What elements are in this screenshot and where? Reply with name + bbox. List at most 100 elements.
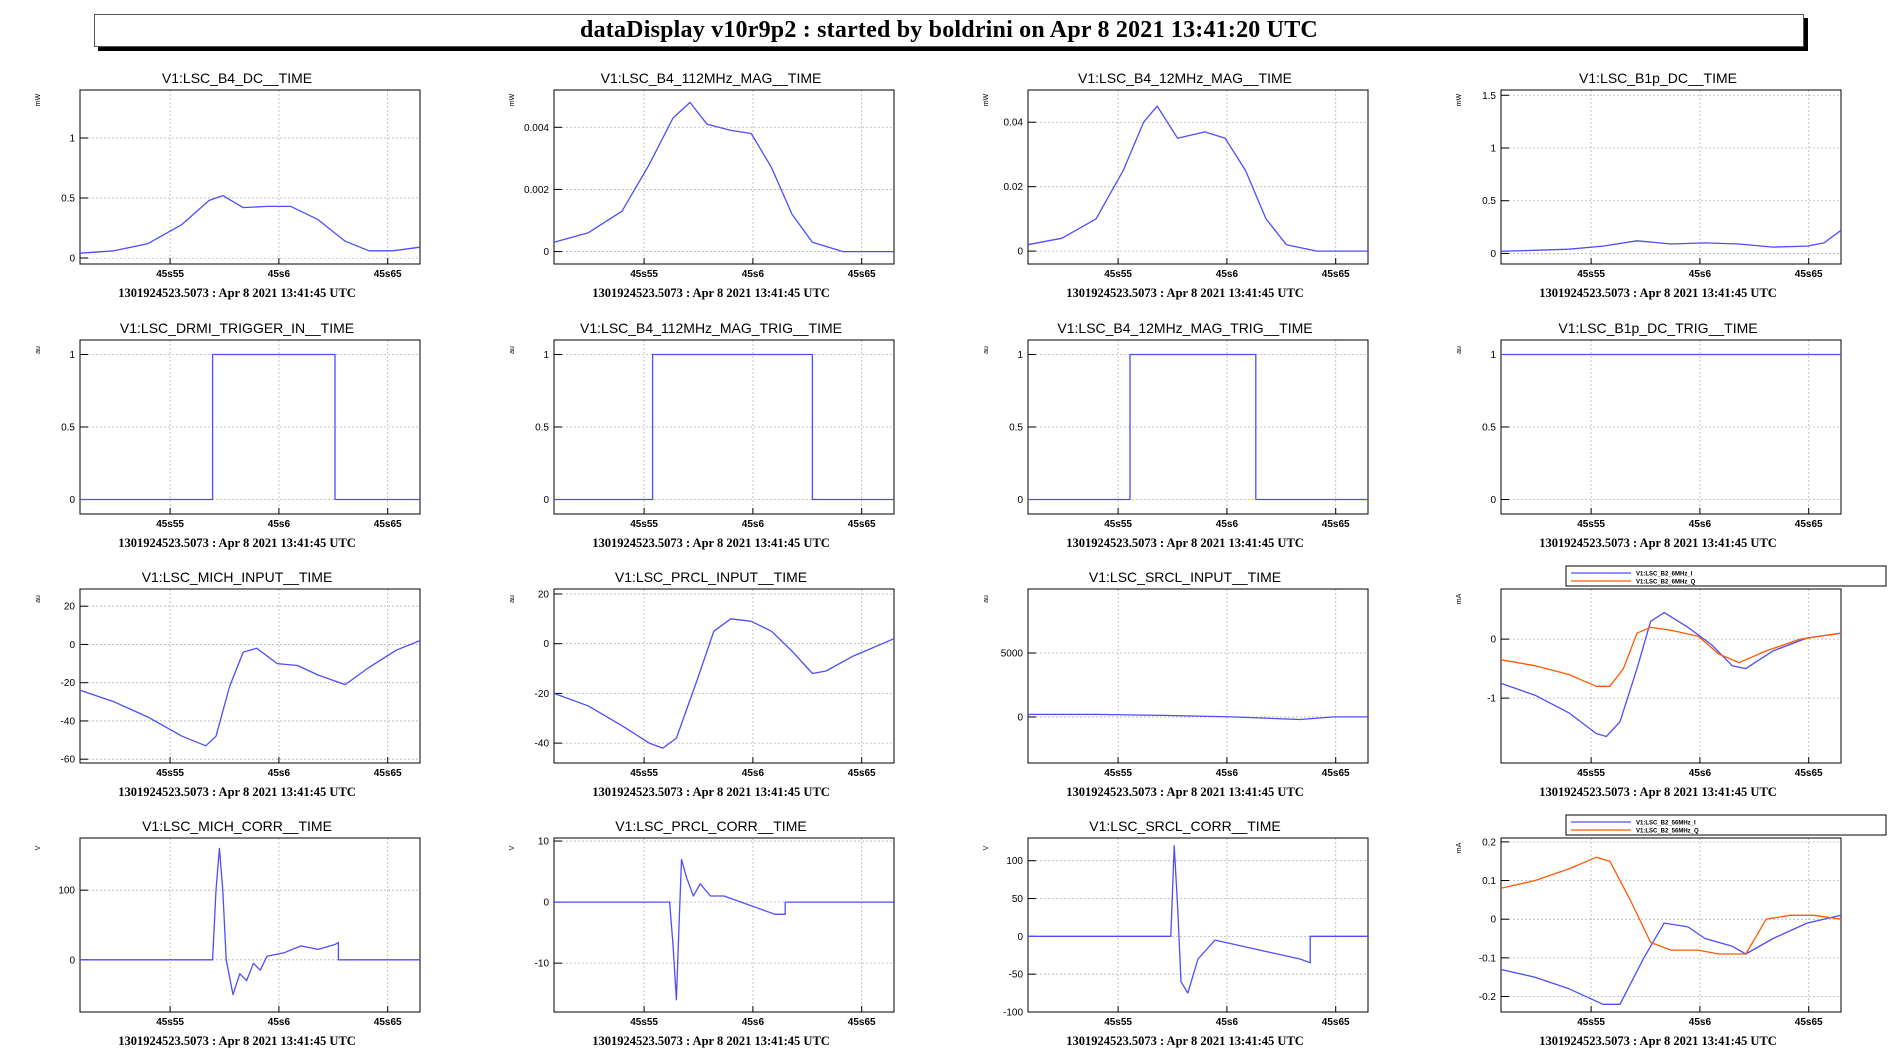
plot-frame (553, 339, 895, 515)
x-tick-label: 45s55 (156, 269, 184, 280)
y-tick-label: -0.1 (1479, 953, 1497, 964)
x-tick-label: 45s55 (630, 1017, 658, 1028)
plot-title: V1:LSC_B1p_DC__TIME (1579, 70, 1737, 86)
y-tick-label: -0.2 (1479, 992, 1497, 1003)
plot-svg: 45s55 45s6 45s65-10mAV1:LSC_B2_6MHz_IV1:LS… (1456, 565, 1887, 779)
plot-svg: 45s55 45s6 45s65 -10 0 10 V (509, 837, 895, 1028)
plot-frame (79, 837, 421, 1013)
x-tick-label: 45s6 (268, 269, 291, 280)
y-tick-label: 0 (1490, 915, 1496, 926)
series-line (1028, 353, 1368, 501)
legend-label: V1:LSC_B2_56MHz_Q (1636, 829, 1699, 835)
y-tick-label: 0.5 (61, 423, 75, 434)
plot-panel: 45s55 45s6 45s65 -100 -50 0 50 100 V V1:LSC_SRCL_… (948, 812, 1422, 1062)
series-line (1500, 626, 1842, 687)
y-tick-label: 0.5 (535, 423, 549, 434)
x-tick-label: 45s6 (268, 1017, 291, 1028)
y-axis-label: au (509, 595, 516, 603)
x-tick-label: 45s65 (374, 269, 402, 280)
plot-title: V1:LSC_B4_112MHz_MAG__TIME (600, 70, 822, 86)
plot-panel: 45s55 45s6 45s65 0 5000 au V1:LSC_SRCL_INPUT__… (948, 563, 1422, 813)
plot-title: V1:LSC_MICH_CORR__TIME (142, 818, 332, 834)
plot-svg: 45s55 45s6 45s65 -40 -20 0 20 au (509, 588, 895, 779)
plot-panel: 45s55 45s6 45s65 0 100 V V1:LSC_MICH_CORR__TIM… (0, 812, 474, 1062)
y-tick-label: 0 (1490, 249, 1496, 260)
y-tick-label: 0 (543, 495, 549, 506)
y-tick-label: 1 (543, 350, 549, 361)
x-tick-label: 45s55 (1104, 269, 1132, 280)
x-tick-label: 45s6 (1689, 1017, 1712, 1028)
plot-timestamp: 1301924523.5073 : Apr 8 2021 13:41:45 UT… (118, 1034, 356, 1048)
x-tick-label: 45s65 (374, 1017, 402, 1028)
y-tick-label: 0.02 (1004, 182, 1024, 193)
y-tick-label: 0.04 (1004, 118, 1024, 129)
y-axis-label: au (983, 595, 990, 603)
plot-frame (1500, 89, 1842, 265)
plot-svg: 45s55 45s6 45s65 0 0.5 1 au (1456, 339, 1842, 530)
plot-timestamp: 1301924523.5073 : Apr 8 2021 13:41:45 UT… (1539, 785, 1777, 799)
y-tick-label: 0 (543, 247, 549, 258)
x-tick-label: 45s55 (156, 519, 184, 530)
y-tick-label: -50 (1009, 970, 1024, 981)
series-line (1027, 105, 1368, 252)
app-title-banner: dataDisplay v10r9p2 : started by boldrin… (94, 14, 1804, 47)
plot-frame (1500, 837, 1842, 1013)
legend-label: V1:LSC_B2_56MHz_I (1636, 821, 1696, 827)
y-tick-label: 1 (1490, 144, 1496, 155)
x-tick-label: 45s55 (1104, 1017, 1132, 1028)
x-tick-label: 45s65 (1322, 1017, 1350, 1028)
y-tick-label: -40 (61, 716, 76, 727)
plot-frame (1027, 588, 1369, 764)
y-tick-label: -40 (535, 739, 550, 750)
y-tick-label: 0.002 (524, 185, 549, 196)
x-tick-label: 45s55 (156, 1017, 184, 1028)
y-tick-label: 0.5 (1482, 196, 1496, 207)
y-axis-label: V (35, 845, 42, 850)
y-tick-label: -10 (535, 959, 550, 970)
x-tick-label: 45s65 (1795, 1017, 1823, 1028)
plot-timestamp: 1301924523.5073 : Apr 8 2021 13:41:45 UT… (592, 785, 830, 799)
plot-frame (1027, 89, 1369, 265)
legend-box: V1:LSC_B2_56MHz_I V1:LSC_B2_56MHz_Q (1565, 814, 1887, 836)
x-tick-label: 45s55 (1104, 519, 1132, 530)
plot-panel: 45s55 45s6 45s65 -0.2 -0.1 0 0.1 0.2 mA V1:LSC_B2… (1421, 812, 1895, 1062)
plot-panel: 45s55 45s6 45s65 -10 0 10 V V1:LSC_PRCL_CORR__T… (474, 812, 948, 1062)
plot-svg: 45s55 45s6 45s65 -0.2 -0.1 0 0.1 0.2 mA V1:LSC_B2… (1456, 814, 1887, 1028)
x-tick-label: 45s65 (848, 269, 876, 280)
x-tick-label: 45s65 (1322, 519, 1350, 530)
plot-panel: 45s55 45s6 45s65 0 0.5 1 au V1:LSC_DRMI_TRIGGER… (0, 314, 474, 564)
x-tick-label: 45s6 (742, 519, 765, 530)
y-axis-label: V (983, 845, 990, 850)
y-axis-label: au (35, 346, 42, 354)
plot-title: V1:LSC_PRCL_CORR__TIME (615, 818, 807, 834)
x-tick-label: 45s6 (742, 768, 765, 779)
y-tick-label: 0 (1017, 712, 1023, 723)
series-line (80, 353, 420, 501)
plot-title: V1:LSC_SRCL_CORR__TIME (1089, 818, 1281, 834)
x-tick-label: 45s55 (1104, 768, 1132, 779)
x-tick-label: 45s55 (1577, 1017, 1605, 1028)
plot-frame (1027, 837, 1369, 1013)
plot-title: V1:LSC_B4_12MHz_MAG_TRIG__TIME (1057, 320, 1313, 336)
plot-panel: 45s55 45s6 45s65 -1 0 mA V1:LSC_B2_6MHz_I V1:LS… (1421, 563, 1895, 813)
y-tick-label: 0.1 (1482, 876, 1496, 887)
y-axis-label: V (509, 845, 516, 850)
plot-timestamp: 1301924523.5073 : Apr 8 2021 13:41:45 UT… (1066, 286, 1304, 300)
plot-panel: 45s55 45s6 45s65 0 0.002 0.004 mW V1:LSC_B4_112… (474, 64, 948, 314)
series-line (1500, 914, 1842, 1005)
plot-svg: 45s55 45s6 45s65 0 0.5 1 1.5 mW (1456, 89, 1842, 280)
plot-panel: 45s55 45s6 45s65 0 0.5 1 mW V1:LSC_B4_DC__TIME 1… (0, 64, 474, 314)
app-title: dataDisplay v10r9p2 : started by boldrin… (580, 17, 1318, 43)
x-tick-label: 45s65 (1322, 269, 1350, 280)
y-tick-label: 0.5 (1009, 423, 1023, 434)
plot-timestamp: 1301924523.5073 : Apr 8 2021 13:41:45 UT… (592, 536, 830, 550)
plot-timestamp: 1301924523.5073 : Apr 8 2021 13:41:45 UT… (118, 785, 356, 799)
plot-title: V1:LSC_PRCL_INPUT__TIME (614, 569, 808, 585)
y-tick-label: 0.2 (1482, 837, 1496, 848)
plot-timestamp: 1301924523.5073 : Apr 8 2021 13:41:45 UT… (592, 286, 830, 300)
y-tick-label: 20 (538, 589, 550, 600)
plot-panel: 45s55 45s6 45s65 -60 -40 -20 0 20 au V1:LSC_MICH_… (0, 563, 474, 813)
plot-svg: 45s55 45s6 45s65 0 100 V (35, 837, 421, 1028)
plot-svg: 45s55 45s6 45s65 0 0.5 1 au (509, 339, 895, 530)
plot-frame (1500, 339, 1842, 515)
